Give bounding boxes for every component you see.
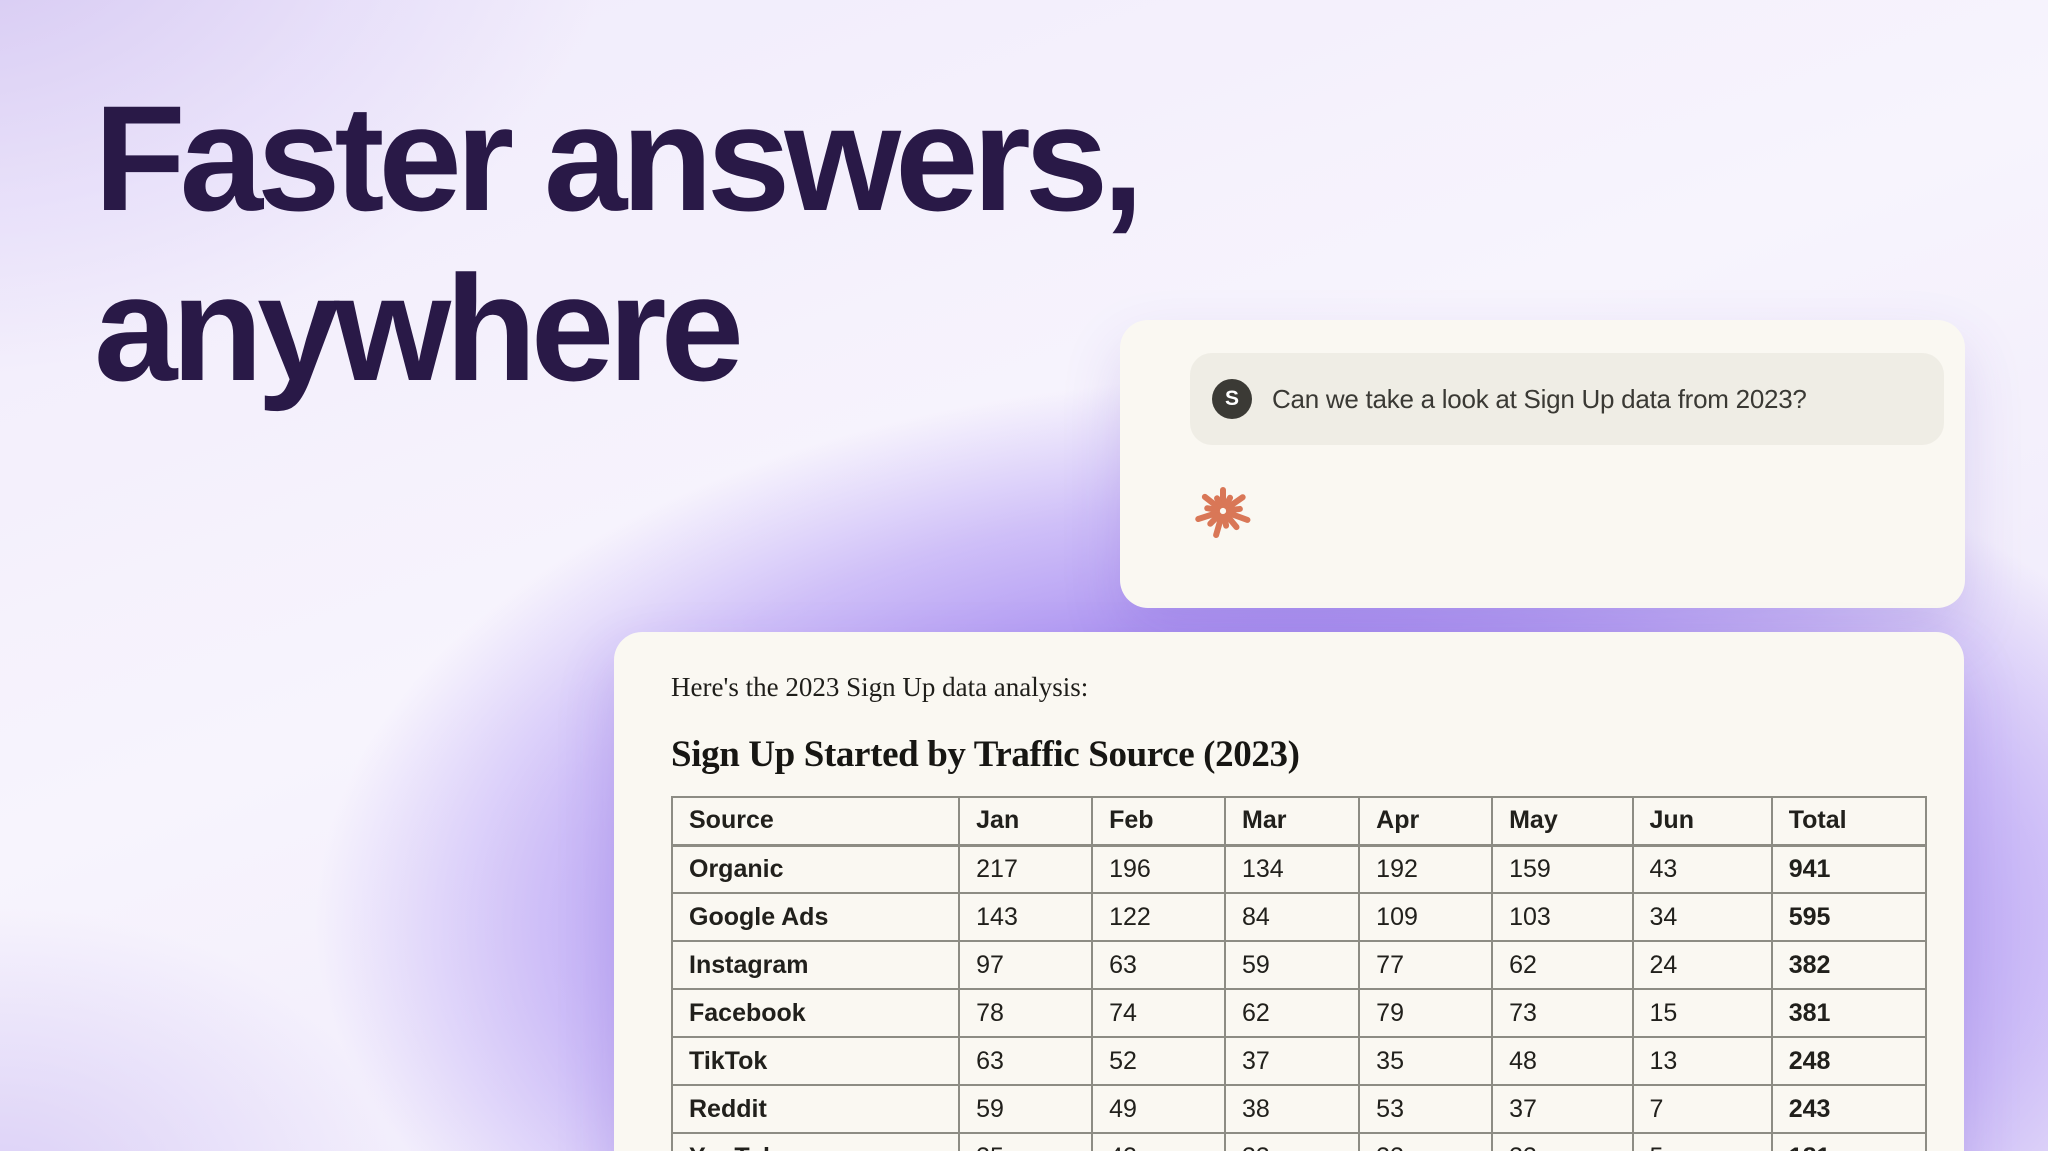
value-cell: 109 xyxy=(1358,892,1494,942)
user-message-text: Can we take a look at Sign Up data from … xyxy=(1272,383,1807,414)
page-title-line1: Faster answers, xyxy=(94,74,1144,242)
total-cell: 243 xyxy=(1770,1084,1928,1134)
value-cell: 53 xyxy=(1358,1084,1494,1134)
value-cell: 134 xyxy=(1223,844,1361,894)
column-header: Jun xyxy=(1631,796,1773,847)
table-row: Instagram 97 63 59 77 62 24 382 xyxy=(670,940,1928,990)
value-cell: 97 xyxy=(958,940,1094,990)
value-cell: 37 xyxy=(1223,1036,1361,1086)
table-row: Reddit 59 49 38 53 37 7 243 xyxy=(670,1084,1928,1134)
value-cell: 13 xyxy=(1631,1036,1773,1086)
signup-table: Source Jan Feb Mar Apr May Jun Total Organic 217… xyxy=(670,796,1928,1151)
value-cell: 33 xyxy=(1358,1132,1494,1151)
value-cell: 24 xyxy=(1631,940,1773,990)
source-cell: Reddit xyxy=(670,1084,961,1134)
user-message-bubble: S Can we take a look at Sign Up data fro… xyxy=(1190,353,1944,445)
value-cell: 15 xyxy=(1631,988,1773,1038)
value-cell: 196 xyxy=(1091,844,1226,894)
table-row: TikTok 63 52 37 35 48 13 248 xyxy=(670,1036,1928,1086)
value-cell: 74 xyxy=(1091,988,1226,1038)
source-cell: Instagram xyxy=(670,940,961,990)
table-row: Facebook 78 74 62 79 73 15 381 xyxy=(670,988,1928,1038)
value-cell: 63 xyxy=(1091,940,1226,990)
column-header: Apr xyxy=(1358,796,1494,847)
value-cell: 78 xyxy=(958,988,1094,1038)
value-cell: 48 xyxy=(1491,1036,1634,1086)
value-cell: 38 xyxy=(1223,1084,1361,1134)
value-cell: 143 xyxy=(958,892,1094,942)
source-cell: Google Ads xyxy=(670,892,961,942)
analysis-card: Here's the 2023 Sign Up data analysis: S… xyxy=(614,632,1964,1151)
source-cell: YouTube xyxy=(670,1132,961,1151)
column-header: Total xyxy=(1770,796,1928,847)
value-cell: 159 xyxy=(1491,844,1634,894)
avatar-letter: S xyxy=(1224,387,1239,410)
value-cell: 122 xyxy=(1091,892,1226,942)
source-cell: TikTok xyxy=(670,1036,961,1086)
column-header: Feb xyxy=(1091,796,1226,847)
value-cell: 192 xyxy=(1358,844,1494,894)
value-cell: 7 xyxy=(1631,1084,1773,1134)
column-header: May xyxy=(1491,796,1634,847)
user-avatar: S xyxy=(1212,379,1252,419)
column-header: Mar xyxy=(1223,796,1361,847)
value-cell: 33 xyxy=(1223,1132,1361,1151)
value-cell: 35 xyxy=(958,1132,1094,1151)
column-header: Source xyxy=(670,796,961,847)
table-body: Organic 217 196 134 192 159 43 941 Google Ads 143… xyxy=(670,844,1928,1151)
total-cell: 181 xyxy=(1770,1132,1928,1151)
value-cell: 73 xyxy=(1491,988,1634,1038)
analysis-intro: Here's the 2023 Sign Up data analysis: xyxy=(671,672,1089,702)
value-cell: 77 xyxy=(1358,940,1494,990)
value-cell: 59 xyxy=(1223,940,1361,990)
chat-card: S Can we take a look at Sign Up data fro… xyxy=(1120,320,1965,608)
total-cell: 595 xyxy=(1770,892,1928,942)
value-cell: 5 xyxy=(1631,1132,1773,1151)
value-cell: 62 xyxy=(1223,988,1361,1038)
page-title-line2: anywhere xyxy=(94,243,744,412)
table-row: Organic 217 196 134 192 159 43 941 xyxy=(670,844,1928,894)
value-cell: 59 xyxy=(958,1084,1094,1134)
source-cell: Facebook xyxy=(670,988,961,1038)
claude-spark-icon xyxy=(1192,480,1254,542)
total-cell: 381 xyxy=(1770,988,1928,1038)
table-header-row: Source Jan Feb Mar Apr May Jun Total xyxy=(670,796,1928,847)
value-cell: 35 xyxy=(1358,1036,1494,1086)
value-cell: 33 xyxy=(1491,1132,1634,1151)
value-cell: 84 xyxy=(1223,892,1361,942)
value-cell: 49 xyxy=(1091,1084,1226,1134)
total-cell: 941 xyxy=(1770,844,1928,894)
value-cell: 34 xyxy=(1631,892,1773,942)
page-title: Faster answers, anywhere xyxy=(94,74,1144,413)
value-cell: 217 xyxy=(958,844,1094,894)
source-cell: Organic xyxy=(670,844,961,894)
column-header: Jan xyxy=(958,796,1094,847)
total-cell: 382 xyxy=(1770,940,1928,990)
value-cell: 63 xyxy=(958,1036,1094,1086)
value-cell: 37 xyxy=(1491,1084,1634,1134)
table-row: YouTube35423333335181 xyxy=(670,1132,1928,1151)
value-cell: 79 xyxy=(1358,988,1494,1038)
value-cell: 103 xyxy=(1491,892,1634,942)
table-title: Sign Up Started by Traffic Source (2023) xyxy=(671,734,1300,775)
total-cell: 248 xyxy=(1770,1036,1928,1086)
table-row: Google Ads 143 122 84 109 103 34 595 xyxy=(670,892,1928,942)
table-header: Source Jan Feb Mar Apr May Jun Total xyxy=(670,796,1928,847)
value-cell: 52 xyxy=(1091,1036,1226,1086)
value-cell: 42 xyxy=(1091,1132,1226,1151)
value-cell: 43 xyxy=(1631,844,1773,894)
value-cell: 62 xyxy=(1491,940,1634,990)
